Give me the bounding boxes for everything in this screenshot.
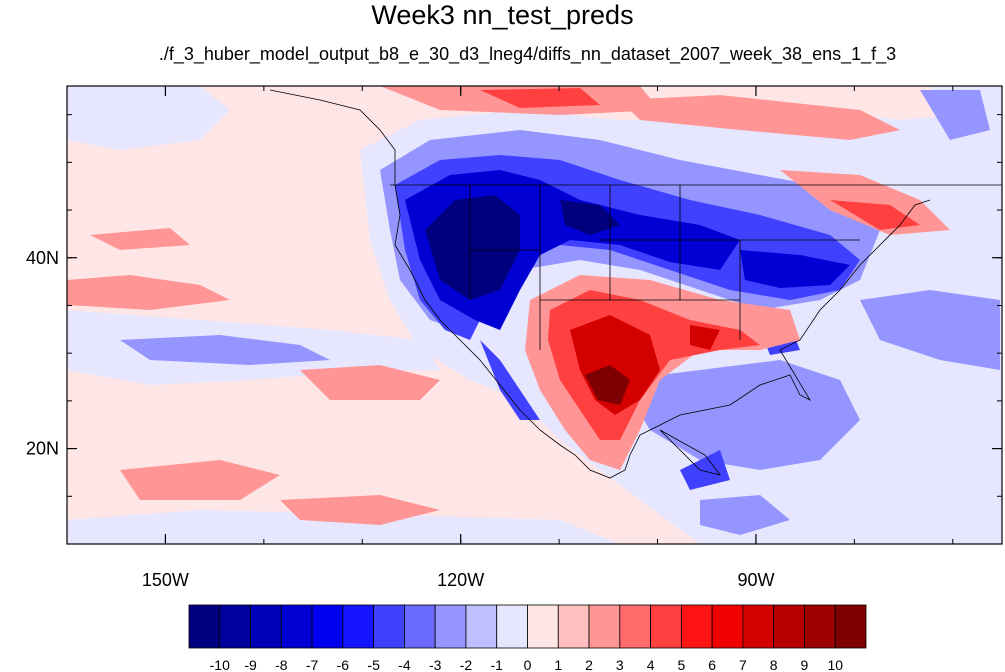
colorbar-swatch — [680, 604, 713, 649]
colorbar-label: -4 — [398, 657, 411, 672]
lon-tick-label: 90W — [737, 570, 774, 590]
colorbar-label: -10 — [210, 657, 230, 672]
map-subtitle: ./f_3_huber_model_output_b8_e_30_d3_lneg… — [158, 44, 897, 64]
colorbar-swatch — [188, 604, 221, 649]
colorbar-swatch — [311, 604, 344, 649]
colorbar-label: 0 — [524, 657, 532, 672]
colorbar-label: -3 — [429, 657, 442, 672]
map-title: Week3 nn_test_preds — [371, 0, 634, 30]
colorbar-swatch — [773, 604, 805, 649]
field-darkest-red — [585, 365, 630, 405]
axis-ticks: 150W 120W 90W 40N 20N — [26, 86, 1002, 590]
colorbar-swatch — [804, 604, 836, 649]
colorbar-label: -9 — [244, 657, 257, 672]
colorbar-swatch — [834, 604, 867, 649]
colorbar-label: 7 — [739, 657, 747, 672]
colorbar-label: -2 — [460, 657, 473, 672]
colorbar-swatch — [465, 604, 498, 649]
colorbar-label: -7 — [306, 657, 319, 672]
plot-frame — [66, 85, 1003, 545]
colorbar-swatch — [527, 604, 559, 649]
colorbar-swatch — [588, 604, 621, 649]
lon-tick-label: 150W — [142, 570, 189, 590]
colorbar-swatch — [250, 604, 282, 649]
lon-tick-label: 120W — [437, 570, 484, 590]
anomaly-field — [67, 86, 1002, 544]
lat-tick-label: 40N — [26, 248, 59, 268]
lat-tick-label: 20N — [26, 439, 59, 459]
colorbar-swatch — [619, 604, 651, 649]
colorbar-label: -8 — [275, 657, 288, 672]
colorbar-swatch — [742, 604, 775, 649]
coastlines — [269, 89, 1002, 479]
colorbar-label: 1 — [554, 657, 562, 672]
colorbar-label: 10 — [827, 657, 843, 672]
colorbar-label: -5 — [367, 657, 380, 672]
colorbar-label: 8 — [770, 657, 778, 672]
colorbar-swatch — [650, 604, 682, 649]
colorbar-label: 2 — [585, 657, 593, 672]
colorbar-swatch — [496, 604, 528, 649]
colorbar-label: 3 — [616, 657, 624, 672]
colorbar-label: -1 — [491, 657, 504, 672]
field-strong-red — [570, 315, 720, 415]
colorbar-swatch — [342, 604, 375, 649]
colorbar-label: 6 — [708, 657, 716, 672]
colorbar-swatch — [280, 604, 313, 649]
colorbar-swatch — [434, 604, 467, 649]
colorbar-swatch — [219, 604, 251, 649]
colorbar-swatch — [711, 604, 744, 649]
colorbar-swatch — [373, 604, 405, 649]
colorbar-swatch — [557, 604, 590, 649]
colorbar-label: 5 — [677, 657, 685, 672]
colorbar-swatch — [404, 604, 436, 649]
field-darkest-blue — [425, 195, 620, 300]
colorbar-label: 4 — [647, 657, 655, 672]
colorbar-label: -6 — [337, 657, 350, 672]
colorbar-label: 9 — [801, 657, 809, 672]
colorbar: -10 -9 -8 -7 -6 -5 -4 -3 -2 -1 0 1 2 3 4 5 6 7 8 9 10 — [188, 604, 867, 672]
